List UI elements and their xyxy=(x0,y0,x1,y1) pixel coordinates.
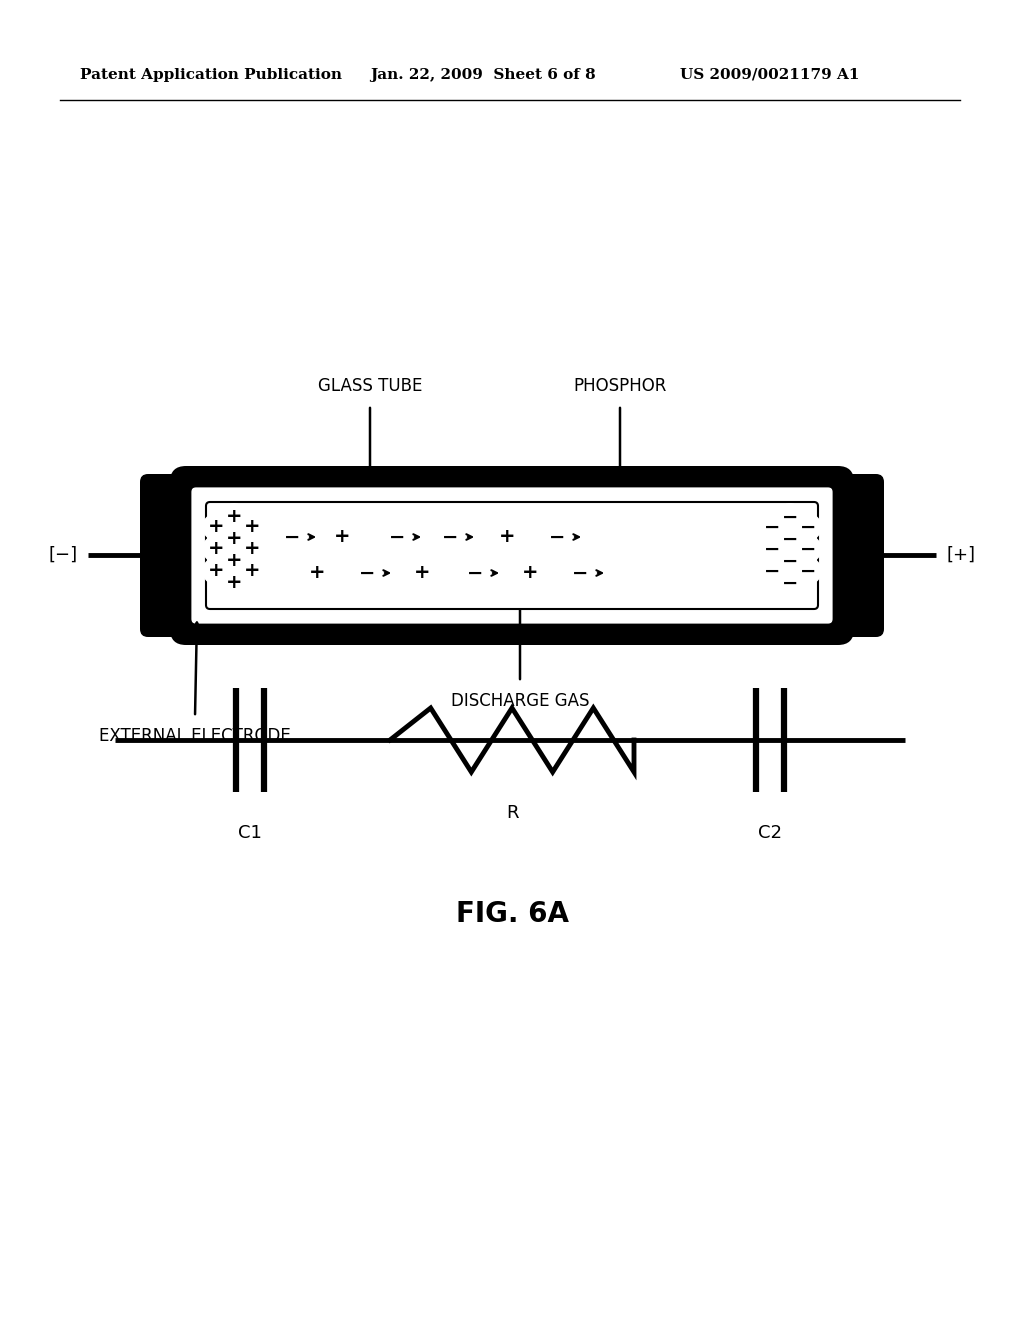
Circle shape xyxy=(384,524,410,550)
Circle shape xyxy=(304,560,330,586)
Text: FIG. 6A: FIG. 6A xyxy=(456,900,568,928)
Text: Patent Application Publication: Patent Application Publication xyxy=(80,69,342,82)
Text: +: + xyxy=(244,517,260,536)
Text: −: − xyxy=(764,517,780,536)
Text: −: − xyxy=(358,564,375,582)
FancyBboxPatch shape xyxy=(206,502,818,609)
Text: +: + xyxy=(414,564,430,582)
Text: +: + xyxy=(225,552,243,570)
Text: +: + xyxy=(309,564,326,582)
Text: DISCHARGE GAS: DISCHARGE GAS xyxy=(451,692,589,710)
Circle shape xyxy=(221,548,247,574)
Text: −: − xyxy=(800,540,816,558)
Circle shape xyxy=(567,560,593,586)
Circle shape xyxy=(437,524,463,550)
Text: +: + xyxy=(244,540,260,558)
Circle shape xyxy=(777,525,803,552)
FancyBboxPatch shape xyxy=(170,466,854,645)
Text: C2: C2 xyxy=(758,824,782,842)
FancyBboxPatch shape xyxy=(830,474,884,638)
Text: +: + xyxy=(522,564,539,582)
Text: −: − xyxy=(441,528,458,546)
Text: PHOSPHOR: PHOSPHOR xyxy=(573,378,667,395)
Text: +: + xyxy=(244,561,260,581)
Circle shape xyxy=(239,536,265,562)
Circle shape xyxy=(795,536,821,562)
Circle shape xyxy=(203,536,229,562)
Circle shape xyxy=(221,504,247,531)
Text: EXTERNAL ELECTRODE: EXTERNAL ELECTRODE xyxy=(99,727,291,744)
Text: +: + xyxy=(225,573,243,593)
Text: −: − xyxy=(800,517,816,536)
Circle shape xyxy=(517,560,543,586)
Circle shape xyxy=(329,524,355,550)
Circle shape xyxy=(354,560,380,586)
Circle shape xyxy=(759,558,785,583)
Text: −: − xyxy=(800,561,816,581)
Text: −: − xyxy=(764,540,780,558)
Text: −: − xyxy=(781,529,798,549)
FancyBboxPatch shape xyxy=(140,474,194,638)
Text: −: − xyxy=(284,528,300,546)
Text: −: − xyxy=(781,507,798,527)
Circle shape xyxy=(221,570,247,597)
Text: +: + xyxy=(225,507,243,527)
Circle shape xyxy=(221,525,247,552)
Circle shape xyxy=(203,558,229,583)
Circle shape xyxy=(494,524,520,550)
Text: −: − xyxy=(549,528,565,546)
Circle shape xyxy=(409,560,435,586)
Circle shape xyxy=(759,536,785,562)
Text: [−]: [−] xyxy=(48,546,78,564)
Circle shape xyxy=(279,524,305,550)
Text: −: − xyxy=(781,552,798,570)
Text: +: + xyxy=(225,529,243,549)
Circle shape xyxy=(239,513,265,540)
Circle shape xyxy=(777,504,803,531)
Text: Jan. 22, 2009  Sheet 6 of 8: Jan. 22, 2009 Sheet 6 of 8 xyxy=(370,69,596,82)
Text: −: − xyxy=(571,564,588,582)
Circle shape xyxy=(203,513,229,540)
FancyBboxPatch shape xyxy=(190,486,834,624)
Circle shape xyxy=(777,548,803,574)
Text: −: − xyxy=(781,573,798,593)
Text: +: + xyxy=(208,517,224,536)
Text: C1: C1 xyxy=(238,824,262,842)
Text: +: + xyxy=(208,540,224,558)
Circle shape xyxy=(795,513,821,540)
Text: +: + xyxy=(499,528,515,546)
Circle shape xyxy=(759,513,785,540)
Text: R: R xyxy=(506,804,518,822)
Circle shape xyxy=(462,560,488,586)
Text: −: − xyxy=(467,564,483,582)
Text: +: + xyxy=(334,528,350,546)
Text: [+]: [+] xyxy=(946,546,976,564)
Text: −: − xyxy=(764,561,780,581)
Circle shape xyxy=(795,558,821,583)
Circle shape xyxy=(777,570,803,597)
Text: GLASS TUBE: GLASS TUBE xyxy=(317,378,422,395)
Text: US 2009/0021179 A1: US 2009/0021179 A1 xyxy=(680,69,859,82)
Circle shape xyxy=(544,524,570,550)
Text: +: + xyxy=(208,561,224,581)
Text: −: − xyxy=(389,528,406,546)
Circle shape xyxy=(239,558,265,583)
